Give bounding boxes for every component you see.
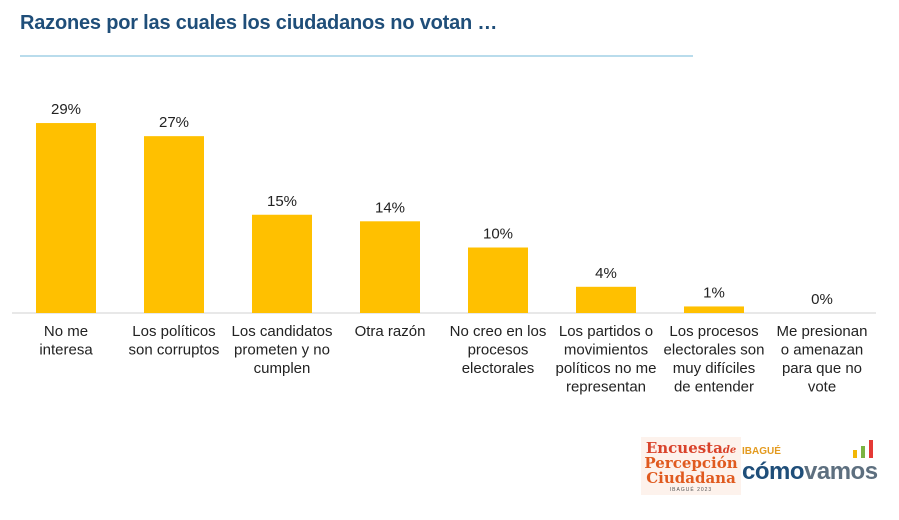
category-label-line: movimientos xyxy=(564,342,648,359)
data-label: 4% xyxy=(595,265,617,282)
title-divider xyxy=(20,55,693,57)
category-label-line: o amenazan xyxy=(781,342,864,359)
bar xyxy=(576,286,636,313)
category-label: Los candidatos prometen y no cumplen xyxy=(232,323,333,377)
category-label-line: vote xyxy=(808,379,836,396)
data-label: 29% xyxy=(51,101,81,118)
logo-de-text: de xyxy=(722,445,737,456)
category-label: Los procesos electorales son muy difíciles… xyxy=(664,323,765,396)
chart-title: Razones por las cuales los ciudadanos no… xyxy=(20,12,498,34)
category-label: No me interesa xyxy=(39,323,93,359)
category-label: Otra razón xyxy=(355,323,426,340)
category-label-line: electorales xyxy=(462,360,535,377)
category-label-line: interesa xyxy=(39,342,93,359)
category-label-line: cumplen xyxy=(254,360,311,377)
category-label-line: electorales son xyxy=(664,342,765,359)
logo-ibague-text: IBAGUÉ xyxy=(742,446,781,457)
bar xyxy=(468,247,528,313)
category-label-line: de entender xyxy=(674,379,754,396)
category-label-line: No me xyxy=(44,323,88,340)
bar xyxy=(36,123,96,313)
logo-vamos-text: vamos xyxy=(804,458,878,485)
bar xyxy=(360,221,420,313)
category-label-line: para que no xyxy=(782,360,862,377)
category-label-line: Los partidos o xyxy=(559,323,653,340)
comovamos-logo: cómovamos xyxy=(742,458,878,486)
category-label-line: Me presionan xyxy=(777,323,868,340)
category-label-line: muy difíciles xyxy=(673,360,756,377)
data-label: 0% xyxy=(811,291,833,308)
logo-bar xyxy=(861,446,865,458)
category-label-line: Otra razón xyxy=(355,323,426,340)
logo-ciudadana-text: Ciudadana xyxy=(646,469,736,487)
logo-year-text: IBAGUÉ 2023 xyxy=(669,487,713,493)
logo-percepcion-text: Percepción xyxy=(644,454,738,472)
category-label: No creo en los procesos electorales xyxy=(450,323,547,377)
data-label: 14% xyxy=(375,199,405,216)
logo-encuesta-text: Encuesta xyxy=(645,439,723,457)
category-label-line: prometen y no xyxy=(234,342,330,359)
category-label-line: políticos no me xyxy=(556,360,657,377)
category-label-line: procesos xyxy=(468,342,529,359)
category-label: Los políticos son corruptos xyxy=(129,323,220,359)
bar xyxy=(144,136,204,313)
logo-como-text: cómo xyxy=(742,458,805,485)
data-label: 15% xyxy=(267,193,297,210)
category-label: Me presionan o amenazan para que no vote xyxy=(777,323,868,396)
category-label-line: representan xyxy=(566,379,646,396)
data-label: 27% xyxy=(159,114,189,131)
bar xyxy=(684,306,744,313)
bar xyxy=(252,214,312,313)
encuesta-logo: Encuestade Percepción Ciudadana IBAGUÉ 2… xyxy=(641,437,741,495)
category-label-line: No creo en los xyxy=(450,323,547,340)
category-label-line: Los políticos xyxy=(132,323,215,340)
logo-bar xyxy=(853,450,857,458)
logo-bars-icon xyxy=(853,440,873,458)
data-label: 10% xyxy=(483,226,513,243)
category-label: Los partidos o movimientos políticos no me… xyxy=(556,323,657,396)
bar-chart: 29% No me interesa 27% Los políticos son corr… xyxy=(12,101,876,396)
category-label-line: Los procesos xyxy=(669,323,758,340)
logo-bar xyxy=(869,440,873,458)
data-label: 1% xyxy=(703,284,725,301)
category-label-line: Los candidatos xyxy=(232,323,333,340)
category-label-line: son corruptos xyxy=(129,342,220,359)
